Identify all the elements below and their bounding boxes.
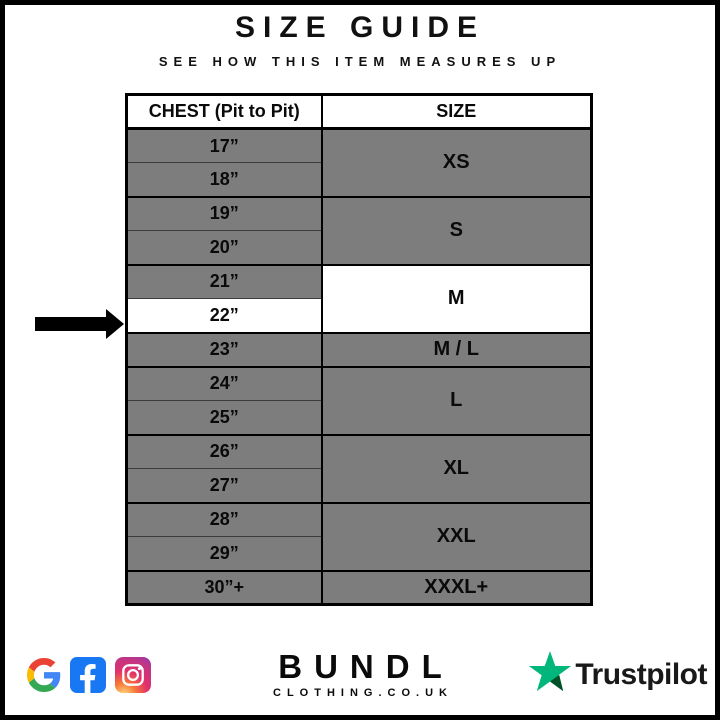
chest-measurement-cell: 19” bbox=[126, 195, 323, 231]
table-row: 30”+ XXXL+ bbox=[126, 569, 592, 605]
size-cell: XXL bbox=[321, 501, 592, 571]
size-cell: S bbox=[321, 195, 592, 265]
chest-measurement-cell: 30”+ bbox=[126, 569, 323, 605]
table-row: 23” M / L bbox=[126, 331, 592, 367]
table-row: 26” XL bbox=[126, 433, 592, 503]
instagram-icon bbox=[115, 657, 151, 693]
chest-measurement-cell: 21” bbox=[126, 263, 323, 299]
chest-measurement-cell: 17” bbox=[126, 127, 323, 163]
brand-logo: BUNDL CLOTHING.CO.UK bbox=[0, 648, 720, 699]
size-guide-table: CHEST (Pit to Pit) SIZE 17” XS 18” 19” S 20” 2… bbox=[125, 93, 593, 606]
chest-measurement-cell: 26” bbox=[126, 433, 323, 469]
brand-name: BUNDL bbox=[278, 648, 454, 685]
table-row: 18” bbox=[126, 162, 592, 197]
current-size-arrow-icon bbox=[35, 309, 124, 339]
table-row: 21” M bbox=[126, 263, 592, 333]
social-icons-group bbox=[27, 657, 151, 693]
size-cell: M / L bbox=[321, 331, 592, 367]
chest-measurement-cell: 24” bbox=[126, 365, 323, 401]
brand-domain: CLOTHING.CO.UK bbox=[273, 687, 453, 699]
size-cell: XXXL+ bbox=[321, 569, 592, 605]
chest-measurement-cell: 22” bbox=[126, 298, 323, 333]
chest-column-header: CHEST (Pit to Pit) bbox=[126, 94, 323, 130]
page-subtitle: SEE HOW THIS ITEM MEASURES UP bbox=[158, 54, 562, 69]
table-row: 27” bbox=[126, 468, 592, 503]
arrow-shaft bbox=[35, 317, 106, 331]
table-row: 19” S bbox=[126, 195, 592, 265]
table-row: 28” XXL bbox=[126, 501, 592, 571]
size-cell: XS bbox=[321, 127, 592, 197]
table-header-row: CHEST (Pit to Pit) SIZE bbox=[126, 94, 592, 130]
chest-measurement-cell: 18” bbox=[126, 162, 323, 197]
chest-measurement-cell: 29” bbox=[126, 536, 323, 571]
trustpilot-logo: Trustpilot bbox=[528, 651, 707, 698]
size-cell: M bbox=[321, 263, 592, 333]
size-cell: L bbox=[321, 365, 592, 435]
size-cell: XL bbox=[321, 433, 592, 503]
trustpilot-star-icon bbox=[528, 651, 572, 698]
google-icon bbox=[27, 658, 61, 692]
table-row: 20” bbox=[126, 230, 592, 265]
chest-measurement-cell: 20” bbox=[126, 230, 323, 265]
table-row: 24” L bbox=[126, 365, 592, 435]
chest-measurement-cell: 25” bbox=[126, 400, 323, 435]
table-row: 29” bbox=[126, 536, 592, 571]
chest-measurement-cell: 27” bbox=[126, 468, 323, 503]
facebook-icon bbox=[70, 657, 106, 693]
table-row: 25” bbox=[126, 400, 592, 435]
size-column-header: SIZE bbox=[321, 94, 592, 130]
chest-measurement-cell: 28” bbox=[126, 501, 323, 537]
page-title: SIZE GUIDE bbox=[234, 11, 486, 44]
chest-measurement-cell: 23” bbox=[126, 331, 323, 367]
table-row: 17” XS bbox=[126, 127, 592, 197]
arrow-head bbox=[106, 309, 124, 339]
trustpilot-wordmark: Trustpilot bbox=[575, 657, 707, 691]
table-row: 22” bbox=[126, 298, 592, 333]
